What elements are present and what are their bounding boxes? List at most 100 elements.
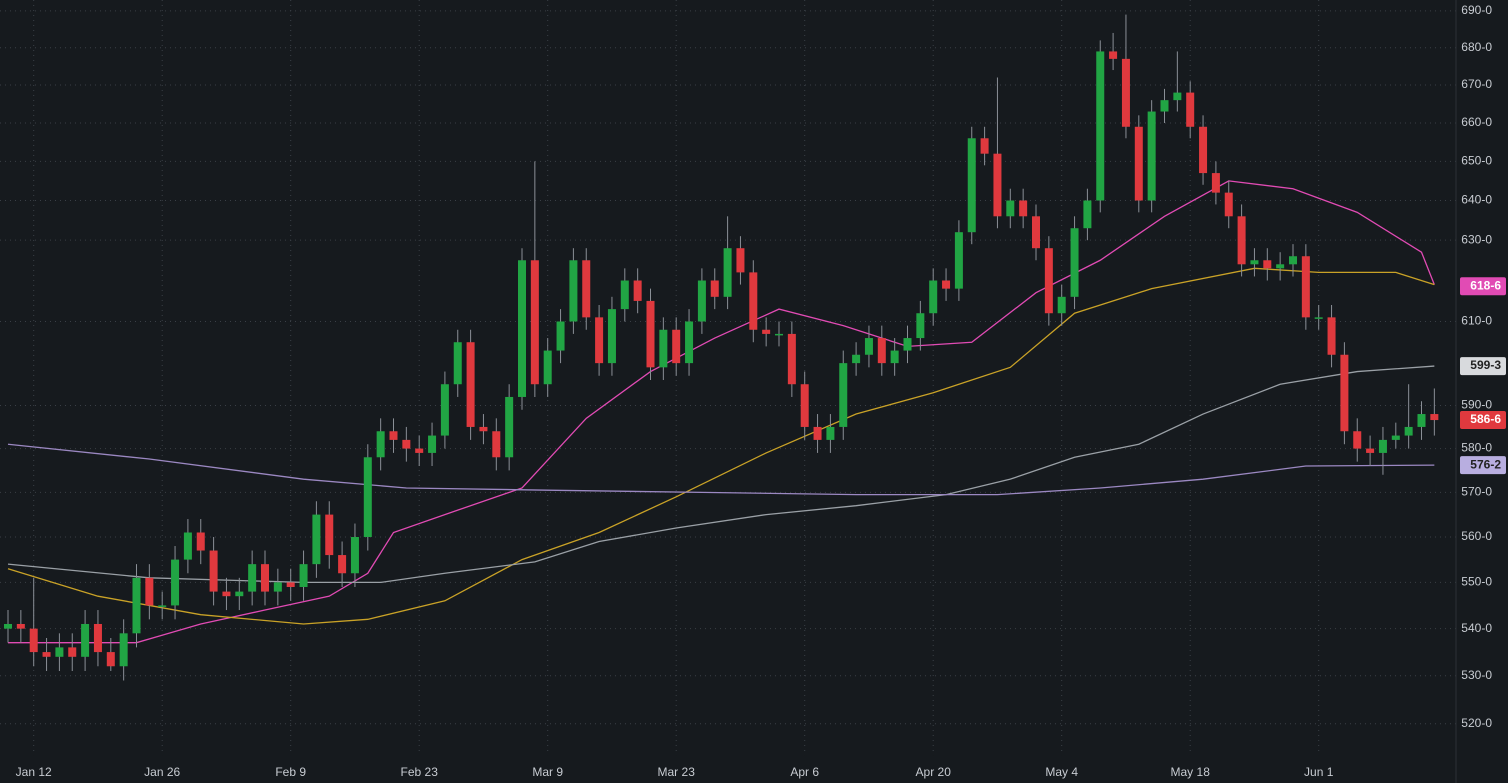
candle-body [787,333,796,385]
candle-body [620,280,629,310]
candle-body [1109,51,1118,59]
candle-body [582,260,591,318]
candle-body [1044,248,1053,314]
x-tick-label: Jun 1 [1304,765,1334,779]
candle-body [569,260,578,322]
y-tick-label: 690-0 [1461,3,1492,17]
candle-body [1186,92,1195,127]
candle-body [890,350,899,364]
candle-body [942,280,951,289]
price-label: 599-3 [1470,358,1501,372]
candle-body [916,313,925,339]
candle-body [530,260,539,385]
x-tick-label: Feb 23 [401,765,439,779]
y-tick-label: 560-0 [1461,529,1492,543]
y-tick-label: 540-0 [1461,621,1492,635]
price-label-box [1460,456,1506,475]
candle-body [633,280,642,301]
y-tick-label: 550-0 [1461,575,1492,589]
candle-body [119,633,128,667]
x-tick-label: Apr 6 [790,765,819,779]
candle-body [4,623,12,629]
candle-body [980,138,989,154]
candle-body [1121,58,1130,127]
candle-body [1404,426,1413,436]
y-tick-label: 680-0 [1461,40,1492,54]
candle-body [864,338,873,355]
y-tick-label: 630-0 [1461,232,1492,246]
candle-body [954,232,963,289]
candle-body [1096,51,1105,201]
candle-body [967,138,976,233]
x-tick-label: May 4 [1045,765,1078,779]
candle-body [839,363,848,427]
candle-body [813,426,822,440]
candle-body [543,350,552,385]
candle-body [775,333,783,336]
candle-body [1134,126,1143,201]
candle-body [376,431,385,458]
candle-body [248,564,257,592]
candle-body [1263,260,1272,269]
candle-body [171,559,180,606]
candle-body [363,457,372,537]
x-tick-label: Jan 26 [144,765,180,779]
candle-body [466,342,475,427]
candle-body [749,272,758,330]
price-label: 618-6 [1470,278,1501,292]
candle-body [1289,256,1297,265]
candle-body [762,329,771,334]
y-tick-label: 590-0 [1461,398,1492,412]
price-label-box [1460,411,1506,430]
candle-body [273,582,282,592]
candle-body [428,435,437,453]
candle-body [852,354,861,364]
price-label-box [1460,357,1506,376]
candle-body [710,280,719,297]
candle-body [659,329,668,368]
x-tick-label: May 18 [1171,765,1211,779]
y-tick-label: 670-0 [1461,77,1492,91]
candle-body [1070,228,1079,297]
candle-body [685,321,694,364]
y-tick-label: 530-0 [1461,668,1492,682]
price-label: 576-2 [1470,457,1501,471]
candle-body [505,396,514,458]
candle-body [736,248,745,273]
candle-body [607,309,616,364]
y-tick-label: 570-0 [1461,485,1492,499]
y-tick-label: 660-0 [1461,115,1492,129]
candle-body [235,591,244,597]
candle-body [1147,111,1156,201]
candle-body [877,338,886,364]
candle-body [1057,296,1066,314]
candle-body [800,384,809,427]
candle-body [325,514,334,556]
candle-body [1378,439,1387,453]
candle-body [93,623,102,653]
price-label-box [1460,277,1506,296]
candle-body [993,153,1002,217]
candle-body [479,426,488,432]
candle-body [350,536,359,574]
candle-body [1032,216,1040,249]
candle-body [415,448,424,453]
candle-body [1006,200,1015,217]
candle-body [1327,317,1336,355]
candle-body [672,329,681,364]
candle-body [1224,192,1233,217]
candle-body [286,582,295,587]
candle-body [903,338,912,351]
candle-body [389,431,398,440]
moving-average-line [7,443,1435,496]
candle-body [1391,435,1400,440]
candle-body [16,623,25,629]
candle-body [132,577,141,634]
candle-body [1173,92,1182,101]
candle-body [1301,256,1310,318]
x-tick-label: Mar 23 [658,765,696,779]
candle-body [1199,126,1208,174]
candle-body [1250,260,1259,265]
candle-body [299,564,308,587]
candle-body [453,342,462,385]
